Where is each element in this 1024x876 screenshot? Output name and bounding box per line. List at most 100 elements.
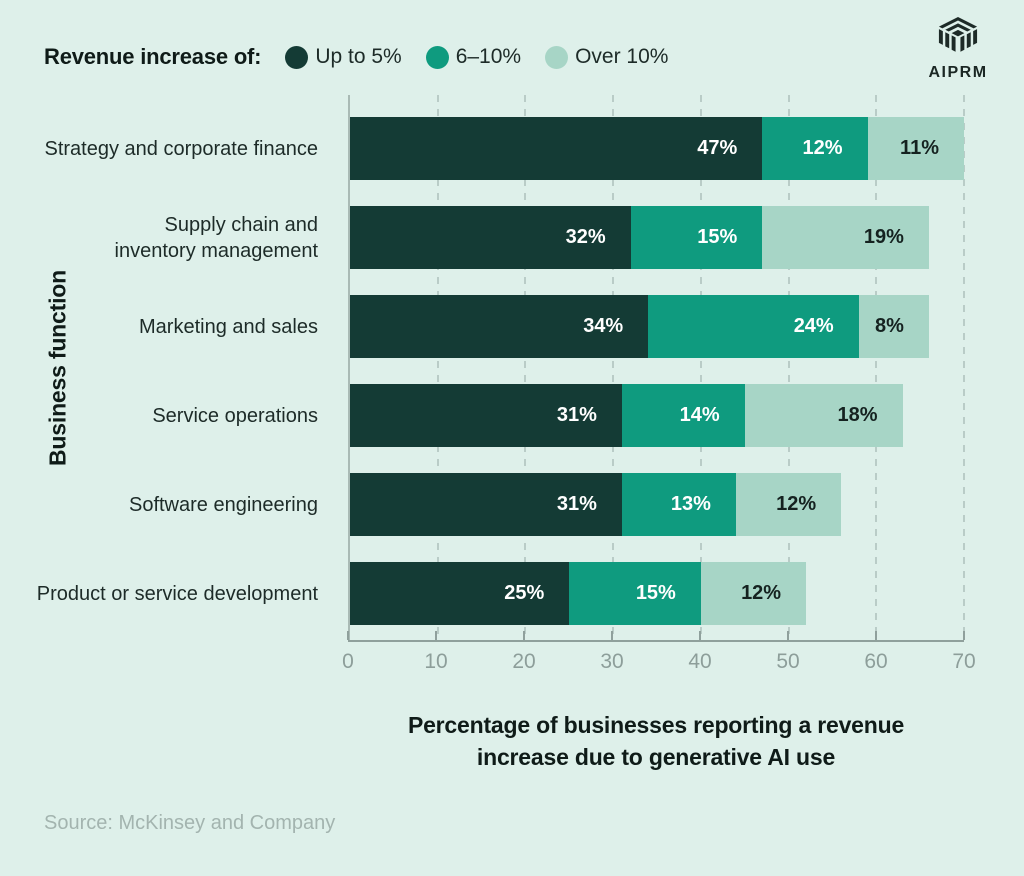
bar-segment: 15% [569,562,701,625]
bar-segment: 11% [867,117,964,180]
legend-item-6-10: 6–10% [425,45,522,69]
value-label: 19% [863,226,904,248]
x-tick-label: 0 [342,650,354,673]
bar-row: 47% 12% 11% [350,104,964,193]
bar-segment: 13% [621,473,736,536]
legend: Revenue increase of: Up to 5% 6–10% Over… [44,44,668,70]
aiprm-cube-icon [938,16,978,52]
bar-segment: 19% [762,206,929,269]
bar-row: 25% 15% 12% [350,549,964,638]
x-tick [523,631,525,640]
bar-segment: 12% [735,473,842,536]
gridline-50 [787,95,790,640]
value-label: 34% [583,315,624,337]
category-labels: Strategy and corporate finance Supply cha… [0,104,334,638]
bar-row: 31% 13% 12% [350,460,964,549]
x-tick-label: 20 [512,650,536,673]
x-axis-title-line-2: increase due to generative AI use [476,743,836,770]
x-axis-line [348,640,964,642]
stacked-bar: 31% 13% 12% [350,473,964,536]
value-label: 31% [556,404,597,426]
legend-dot-over-10-icon [545,45,569,69]
legend-item-label: Up to 5% [315,45,402,68]
source-credit: Source: McKinsey and Company [44,812,336,834]
x-tick [875,631,877,640]
bar-segment: 24% [648,295,859,358]
gridline-30 [612,95,615,640]
bar-segment: 32% [350,206,631,269]
aiprm-logo-text: AIPRM [928,64,988,81]
bar-row: 34% 24% 8% [350,282,964,371]
value-label: 31% [556,493,597,515]
gridline-10 [436,95,439,640]
bar-segment: 47% [350,117,763,180]
x-tick [611,631,613,640]
value-label: 15% [697,226,738,248]
x-tick-label: 30 [600,650,624,673]
value-label: 15% [635,582,676,604]
legend-item-over-10: Over 10% [545,45,668,69]
legend-dot-6-10-icon [425,45,449,69]
category-label: Strategy and corporate finance [44,137,318,160]
value-label: 24% [793,315,834,337]
legend-item-label: Over 10% [575,45,669,68]
legend-item-up-to-5: Up to 5% [285,45,402,69]
value-label: 12% [802,137,843,159]
x-tick [963,631,965,640]
bar-segment: 31% [350,473,622,536]
value-label: 11% [900,137,939,159]
value-label: 25% [504,582,545,604]
x-tick-label: 70 [952,650,976,673]
value-label: 13% [670,493,711,515]
x-tick [347,631,349,640]
value-label: 47% [697,137,738,159]
x-axis-title: Percentage of businesses reporting a rev… [348,710,964,773]
bar-segment: 14% [621,384,745,447]
x-tick-label: 50 [776,650,800,673]
bar-segment: 25% [350,562,570,625]
value-label: 8% [874,315,904,337]
category-label: Marketing and sales [139,315,318,338]
stacked-bar: 34% 24% 8% [350,295,964,358]
value-label: 18% [837,404,878,426]
bar-segment: 12% [762,117,868,180]
stacked-bar: 47% 12% 11% [350,117,964,180]
x-axis-title-line-1: Percentage of businesses reporting a rev… [407,712,905,738]
category-label: Product or service development [36,582,318,605]
category-label: Software engineering [128,493,318,516]
gridline-70 [963,95,965,640]
legend-title: Revenue increase of: [44,44,262,69]
stacked-bar: 31% 14% 18% [350,384,964,447]
x-tick [435,631,437,640]
value-label: 12% [776,493,817,515]
value-label: 32% [565,226,606,248]
x-tick-label: 60 [864,650,888,673]
x-tick-label: 10 [424,650,448,673]
bar-row: 31% 14% 18% [350,371,964,460]
bar-segment: 8% [858,295,929,358]
bar-segment: 12% [700,562,807,625]
gridline-60 [875,95,878,640]
legend-dot-up-to-5-icon [285,45,309,69]
value-label: 12% [741,582,782,604]
bar-segment: 18% [744,384,903,447]
bar-segment: 34% [350,295,649,358]
bar-row: 32% 15% 19% [350,193,964,282]
x-tick [699,631,701,640]
stacked-bar: 25% 15% 12% [350,562,964,625]
category-label: Supply chain and inventory management [114,213,318,262]
x-tick-label: 40 [688,650,712,673]
gridline-40 [699,95,702,640]
aiprm-logo: AIPRM [916,16,1000,82]
bar-segment: 31% [350,384,622,447]
stacked-bar: 32% 15% 19% [350,206,964,269]
category-label: Service operations [152,404,318,427]
x-axis: 0 10 20 30 40 50 60 70 [342,631,976,684]
legend-item-label: 6–10% [455,45,522,68]
plot-area: 47% 12% 11% 32% 15% 19% 34% 24% 8% 31% 14% 18% 31% 13… [348,95,965,640]
bars: 47% 12% 11% 32% 15% 19% 34% 24% 8% 31% 14% 18% 31% 13… [350,104,964,638]
gridline-20 [524,95,527,640]
value-label: 14% [679,404,720,426]
x-tick [787,631,789,640]
